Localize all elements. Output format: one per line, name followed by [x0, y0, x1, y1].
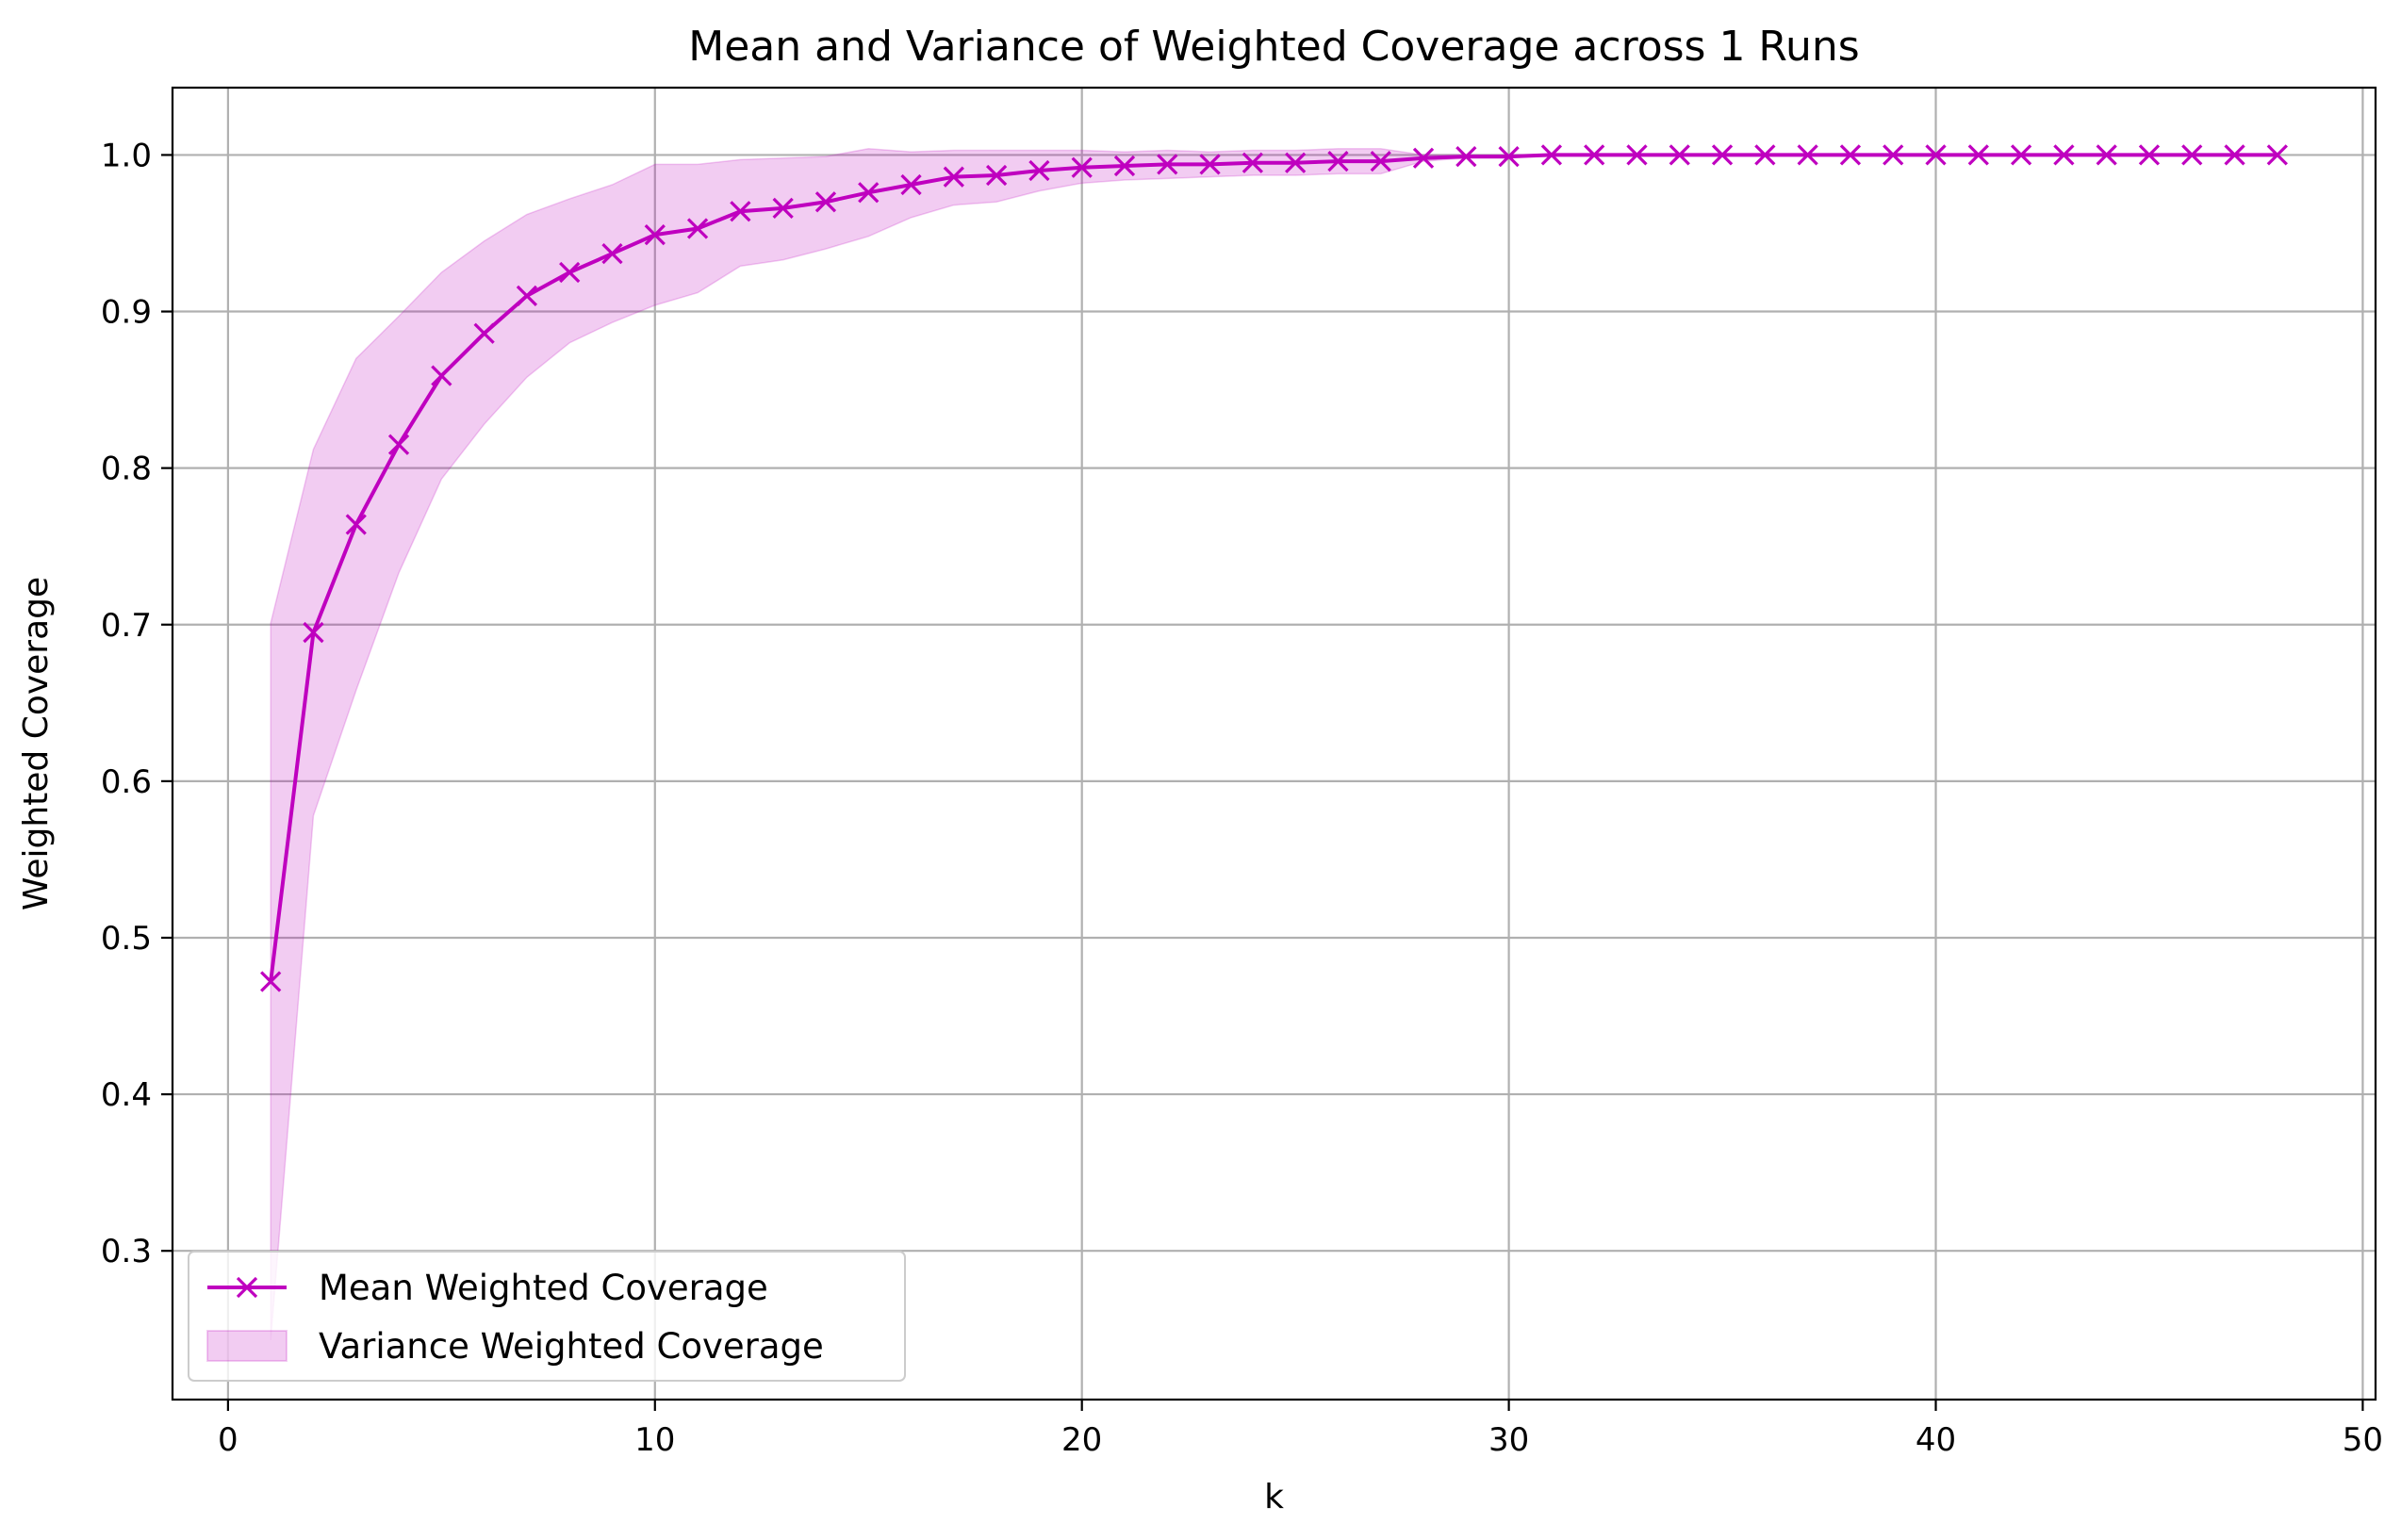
mean-point-marker: [473, 322, 495, 344]
y-tick-label: 1.0: [101, 137, 152, 174]
legend-marker-x: [236, 1276, 258, 1299]
mean-point-marker: [2010, 144, 2032, 166]
mean-point-marker: [516, 285, 538, 307]
mean-point-marker: [686, 218, 709, 239]
variance-band-area: [270, 148, 2278, 1340]
mean-point-marker: [1754, 144, 1776, 166]
x-axis-ticks: 0 10 20 30 40 50: [218, 1400, 2383, 1459]
mean-point-marker: [1157, 154, 1178, 175]
mean-point-marker: [1113, 155, 1136, 177]
mean-point-marker: [1498, 145, 1520, 168]
x-tick-label: 10: [634, 1421, 675, 1459]
x-tick-label: 20: [1061, 1421, 1102, 1459]
mean-point-marker: [1797, 144, 1818, 166]
y-tick-label: 0.6: [101, 763, 152, 801]
legend-variance-swatch: [206, 1330, 288, 1362]
legend-label-variance: Variance Weighted Coverage: [319, 1326, 824, 1367]
mean-point-marker: [1327, 150, 1349, 172]
x-tick-label: 30: [1488, 1421, 1529, 1459]
mean-point-marker: [900, 173, 922, 196]
mean-point-marker: [303, 621, 324, 644]
mean-point-marker: [1412, 147, 1435, 169]
mean-point-marker: [943, 166, 964, 188]
mean-point-marker: [1967, 144, 1989, 166]
mean-point-marker: [1370, 150, 1391, 172]
mean-point-marker: [1028, 159, 1050, 182]
mean-point-marker: [387, 434, 410, 455]
mean-point-marker: [2266, 144, 2288, 166]
y-tick-label: 0.9: [101, 294, 152, 332]
mean-markers: [260, 144, 2288, 992]
y-axis-ticks: 0.3 0.4 0.5 0.6 0.7 0.8 0.9 1.0: [101, 137, 173, 1270]
mean-point-marker: [1669, 144, 1690, 166]
mean-point-marker: [1711, 144, 1734, 166]
mean-point-marker: [431, 365, 452, 386]
variance-band: [270, 148, 2278, 1340]
mean-line: [269, 153, 2278, 982]
y-tick-label: 0.7: [101, 607, 152, 645]
mean-point-marker: [1626, 144, 1648, 166]
x-axis-title: k: [1264, 1478, 1284, 1516]
mean-point-marker: [1455, 145, 1477, 168]
y-tick-label: 0.5: [101, 920, 152, 958]
mean-series: [269, 153, 2278, 982]
y-tick-label: 0.3: [101, 1233, 152, 1270]
mean-point-marker: [1285, 152, 1307, 173]
mean-point-marker: [772, 197, 794, 220]
mean-point-marker: [1584, 144, 1605, 166]
mean-point-marker: [2138, 144, 2161, 166]
mean-point-marker: [1839, 144, 1862, 166]
mean-point-marker: [345, 514, 367, 535]
mean-point-marker: [559, 261, 581, 284]
mean-point-marker: [601, 242, 623, 265]
mean-point-marker: [1925, 144, 1947, 166]
mean-point-marker: [1540, 144, 1563, 166]
mean-point-marker: [1071, 156, 1093, 178]
mean-point-marker: [858, 182, 880, 204]
mean-point-marker: [1199, 154, 1221, 175]
mean-point-marker: [2224, 144, 2245, 166]
mean-point-marker: [985, 164, 1008, 187]
mean-point-marker: [2053, 144, 2075, 166]
y-tick-label: 0.4: [101, 1076, 152, 1114]
y-axis-title: Weighted Coverage: [17, 577, 56, 910]
legend-box: [188, 1251, 906, 1382]
mean-point-marker: [644, 224, 666, 246]
mean-point-marker: [730, 201, 751, 222]
x-tick-label: 40: [1916, 1421, 1956, 1459]
legend: Mean Weighted Coverage Variance Weighted…: [188, 1251, 906, 1382]
mean-point-marker: [2096, 144, 2117, 166]
mean-point-marker: [814, 191, 837, 213]
chart-title: Mean and Variance of Weighted Coverage a…: [688, 23, 1859, 71]
y-tick-label: 0.8: [101, 451, 152, 488]
x-tick-label: 50: [2343, 1421, 2383, 1459]
plot-frame: [171, 86, 2377, 1401]
mean-point-marker: [2181, 144, 2203, 166]
legend-mean-marker-swatch: [236, 1276, 258, 1299]
legend-label-mean: Mean Weighted Coverage: [319, 1268, 768, 1308]
mean-point-marker: [260, 971, 282, 992]
mean-point-marker: [1242, 152, 1263, 173]
mean-point-marker: [1883, 144, 1904, 166]
x-tick-label: 0: [218, 1421, 238, 1459]
